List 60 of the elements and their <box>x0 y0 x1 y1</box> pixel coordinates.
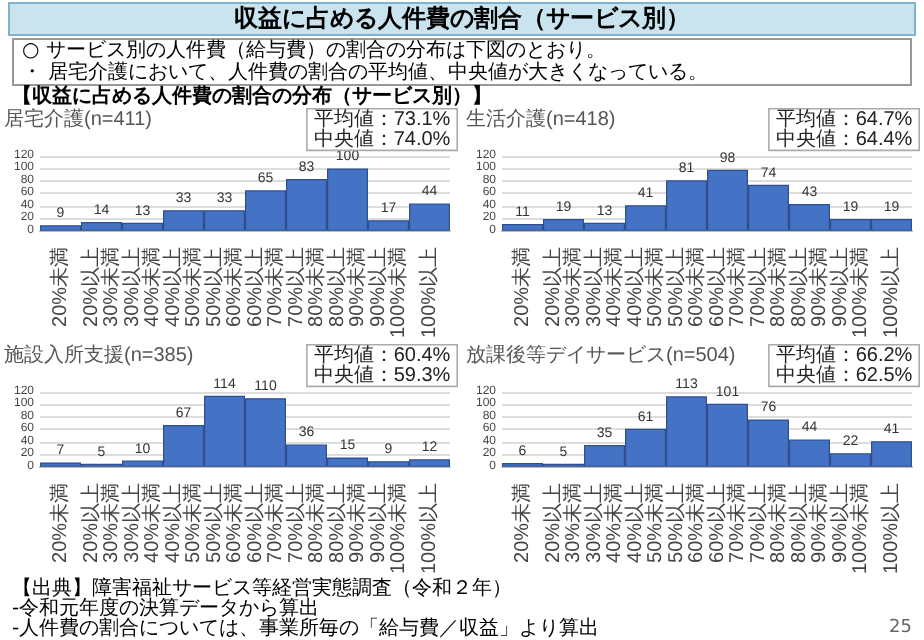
text: 【出典】障害福祉サービス等経営実態調査（令和２年） <box>12 578 514 600</box>
text: 平均値：64.7% <box>775 106 913 131</box>
x-tick-label: 70%以上 80%未満 <box>745 246 790 327</box>
x-tick-label: 70%以上 80%未満 <box>283 482 328 563</box>
x-tick-label: 30%以上 40%未満 <box>119 246 164 327</box>
x-tick-label: 20%未満 <box>47 246 72 327</box>
text: 中央値：64.4% <box>775 126 913 151</box>
text: -令和元年度の決算データから算出 <box>12 598 320 620</box>
text: 25 <box>889 618 912 638</box>
text: 中央値：74.0% <box>313 126 451 151</box>
text: 平均値：73.1% <box>313 106 451 131</box>
x-tick-label: 80%以上 90%未満 <box>324 482 369 563</box>
x-tick-label: 80%以上 90%未満 <box>786 482 831 563</box>
text: ○ サービス別の人件費（給与費）の割合の分布は下図のとおり。 <box>22 40 608 62</box>
x-tick-label: 100%以上 <box>416 482 441 574</box>
x-tick-label: 20%以上 30%未満 <box>78 246 123 327</box>
x-tick-label: 20%以上 30%未満 <box>78 482 123 563</box>
x-tick-label: 60%以上 70%未満 <box>704 246 749 327</box>
x-tick-label: 70%以上 80%未満 <box>283 246 328 327</box>
text: 中央値：59.3% <box>313 362 451 387</box>
x-tick-label: 30%以上 40%未満 <box>119 482 164 563</box>
text: 平均値：66.2% <box>775 342 913 367</box>
chart-title: 放課後等デイサービス(n=504) <box>466 343 736 367</box>
x-tick-label: 50%以上 60%未満 <box>663 246 708 327</box>
text: 収益に占める人件費の割合（サービス別） <box>8 2 916 36</box>
text: 【収益に占める人件費の割合の分布（サービス別）】 <box>12 86 492 108</box>
x-tick-label: 100%以上 <box>878 246 903 338</box>
x-tick-label: 20%未満 <box>509 246 534 327</box>
x-tick-label: 90%以上 100%未満 <box>365 482 410 574</box>
x-tick-label: 20%未満 <box>509 482 534 563</box>
text: 中央値：62.5% <box>775 362 913 387</box>
chart-title: 居宅介護(n=411) <box>4 107 153 131</box>
chart-title: 生活介護(n=418) <box>466 107 616 131</box>
text: 平均値：60.4% <box>313 342 451 367</box>
x-tick-label: 80%以上 90%未満 <box>324 246 369 327</box>
x-tick-label: 50%以上 60%未満 <box>201 246 246 327</box>
text: -人件費の割合については、事業所毎の「給与費／収益」より算出 <box>12 618 600 640</box>
x-tick-label: 70%以上 80%未満 <box>745 482 790 563</box>
x-tick-label: 60%以上 70%未満 <box>704 482 749 563</box>
x-tick-label: 50%以上 60%未満 <box>201 482 246 563</box>
x-tick-label: 90%以上 100%未満 <box>365 246 410 338</box>
x-tick-label: 50%以上 60%未満 <box>663 482 708 563</box>
x-tick-label: 20%以上 30%未満 <box>540 246 585 327</box>
x-tick-label: 100%以上 <box>878 482 903 574</box>
text: ・ 居宅介護において、人件費の割合の平均値、中央値が大きくなっている。 <box>22 62 711 84</box>
x-tick-label: 20%未満 <box>47 482 72 563</box>
x-tick-label: 90%以上 100%未満 <box>827 246 872 338</box>
x-tick-label: 30%以上 40%未満 <box>581 482 626 563</box>
x-tick-label: 60%以上 70%未満 <box>242 482 287 563</box>
x-tick-label: 100%以上 <box>416 246 441 338</box>
x-tick-label: 40%以上 50%未満 <box>160 482 205 563</box>
x-tick-label: 40%以上 50%未満 <box>160 246 205 327</box>
x-tick-label: 40%以上 50%未満 <box>622 246 667 327</box>
x-tick-label: 30%以上 40%未満 <box>581 246 626 327</box>
x-tick-label: 80%以上 90%未満 <box>786 246 831 327</box>
x-tick-label: 90%以上 100%未満 <box>827 482 872 574</box>
chart-title: 施設入所支援(n=385) <box>4 343 194 367</box>
x-tick-label: 40%以上 50%未満 <box>622 482 667 563</box>
x-tick-label: 20%以上 30%未満 <box>540 482 585 563</box>
x-tick-label: 60%以上 70%未満 <box>242 246 287 327</box>
